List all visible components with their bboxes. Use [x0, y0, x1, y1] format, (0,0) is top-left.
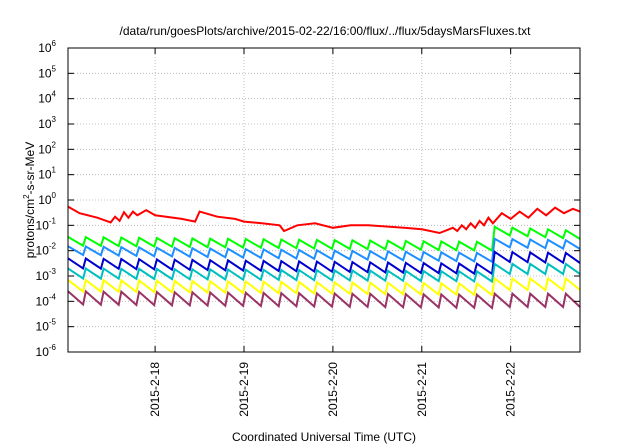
x-axis: 2015-2-18 2015-2-19 2015-2-20 2015-2-21 2015… [148, 48, 518, 417]
y-tick-label-base: 10 [38, 66, 52, 80]
chart-title: /data/run/goesPlots/archive/2015-02-22/1… [120, 24, 532, 38]
y-tick-label-base: 10 [36, 345, 50, 359]
y-axis-label: protons/cm2-s-sr-MeV [22, 142, 37, 258]
y-tick-label-exp: 5 [52, 64, 57, 73]
y-tick-label-base: 10 [36, 294, 50, 308]
y-tick-label-exp: 4 [52, 90, 57, 99]
grid [68, 48, 580, 352]
y-tick-label-base: 10 [38, 193, 52, 207]
series-group [67, 205, 581, 310]
y-tick-label-exp: -4 [49, 292, 57, 301]
x-tick-label: 2015-2-22 [504, 362, 518, 417]
y-tick-label-base: 10 [38, 117, 52, 131]
y-tick-label-exp: 6 [52, 39, 57, 48]
y-tick-label-exp: -6 [49, 343, 57, 352]
y-tick-label-base: 10 [38, 92, 52, 106]
series-line-2 [67, 225, 581, 253]
series-line-7 [67, 289, 581, 310]
y-tick-label: 100 [38, 191, 56, 207]
y-tick-label-exp: -3 [49, 267, 57, 276]
y-tick-label: 106 [38, 39, 56, 55]
y-tick-label: 10-5 [36, 318, 57, 334]
y-tick-label-base: 10 [36, 218, 50, 232]
y-tick-label: 10-1 [36, 216, 57, 232]
x-axis-label: Coordinated Universal Time (UTC) [232, 430, 416, 444]
x-tick-label: 2015-2-20 [326, 362, 340, 417]
y-tick-label-exp: -2 [49, 242, 57, 251]
y-tick-label: 102 [38, 140, 56, 156]
x-tick-label: 2015-2-21 [415, 362, 429, 417]
series-line-1 [67, 205, 581, 235]
y-tick-label-exp: 3 [52, 115, 57, 124]
y-tick-label: 104 [38, 90, 56, 106]
y-tick-label: 105 [38, 64, 56, 80]
y-axis: 10-610-510-410-310-210-11001011021031041… [36, 39, 580, 359]
y-tick-label: 103 [38, 115, 56, 131]
y-tick-label-base: 10 [36, 244, 50, 258]
x-tick-label: 2015-2-19 [237, 362, 251, 417]
y-tick-label-base: 10 [36, 320, 50, 334]
y-tick-label-base: 10 [38, 142, 52, 156]
y-tick-label: 10-2 [36, 242, 57, 258]
y-axis-label-base: protons/cm [23, 199, 37, 258]
y-tick-label-exp: 2 [52, 140, 57, 149]
y-tick-label: 10-6 [36, 343, 57, 359]
y-tick-label-exp: -5 [49, 318, 57, 327]
y-tick-label-base: 10 [38, 41, 52, 55]
y-tick-label: 10-4 [36, 292, 57, 308]
y-tick-label-exp: 1 [52, 166, 57, 175]
y-tick-label-exp: 0 [52, 191, 57, 200]
series-line-5 [67, 262, 581, 284]
y-axis-label-sup: 2 [22, 194, 31, 199]
y-tick-label-base: 10 [38, 168, 52, 182]
series-line-3 [67, 237, 581, 264]
y-tick-label-base: 10 [36, 269, 50, 283]
series-line-6 [67, 276, 581, 297]
y-tick-label: 10-3 [36, 267, 57, 283]
series-line-4 [67, 250, 581, 276]
y-tick-label-exp: -1 [49, 216, 57, 225]
y-axis-label-rest: -s-sr-MeV [23, 142, 37, 195]
y-tick-label: 101 [38, 166, 56, 182]
x-tick-label: 2015-2-18 [148, 362, 162, 417]
